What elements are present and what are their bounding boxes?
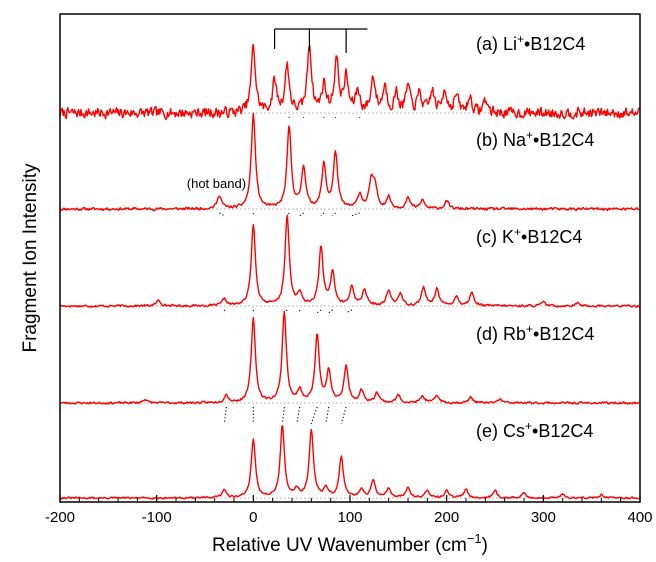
correlation-line [223,406,227,424]
correlation-line [219,212,225,217]
series-label-suffix: •B12C4 [521,227,582,247]
series-label-suffix: •B12C4 [533,130,594,150]
x-axis-title-sup: −1 [467,531,482,546]
correlation-line [286,212,290,217]
correlation-line [325,406,330,424]
correlation-line [320,212,325,217]
series-label-sup: + [526,128,533,142]
series-label-suffix: •B12C4 [532,421,593,441]
correlation-line [281,406,285,424]
x-tick-label: 0 [249,509,257,526]
series-trace-1 [59,112,640,212]
series-label-prefix: (a) Li [476,34,517,54]
x-tick-label: -200 [45,509,75,526]
correlation-line [340,406,347,425]
correlation-line [345,309,353,314]
correlation-line [223,309,227,314]
correlation-line [351,212,360,217]
correlation-line [310,406,318,425]
x-axis: -200 -100 0 100 200 300 400 [45,495,653,526]
series-label-sup: + [526,322,533,336]
series-label-prefix: (c) K [476,227,514,247]
correlation-line [299,212,304,217]
x-tick-label: 400 [627,509,652,526]
series-label-3: (d) Rb+•B12C4 [476,322,594,344]
series-label-prefix: (d) Rb [476,324,526,344]
x-axis-title: Relative UV Wavenumber (cm−1) [212,531,488,556]
correlation-line [283,309,288,314]
progression-bracket [274,28,368,53]
y-axis-title: Fragment Ion Intensity [20,163,41,353]
series-label-sup: + [517,32,524,46]
panel-labels: (a) Li+•B12C4(b) Na+•B12C4(c) K+•B12C4(d… [476,32,594,441]
series-trace-0 [59,43,640,121]
hot-band-annotation: (hot band) [187,176,246,191]
correlation-line [316,309,322,314]
series-label-0: (a) Li+•B12C4 [476,32,585,54]
x-axis-title-main: Relative UV Wavenumber (cm [212,535,467,556]
series-label-1: (b) Na+•B12C4 [476,128,594,150]
correlation-line [328,309,333,314]
x-tick-label: 200 [434,509,459,526]
series-label-suffix: •B12C4 [533,324,594,344]
series-label-sup: + [525,419,532,433]
x-tick-label: -100 [142,509,172,526]
x-tick-label: 300 [531,509,556,526]
series-label-prefix: (e) Cs [476,421,525,441]
series-trace-2 [59,214,640,308]
series-label-suffix: •B12C4 [524,34,585,54]
series-trace-3 [60,310,640,405]
correlation-line [296,406,301,424]
series-label-prefix: (b) Na [476,130,527,150]
x-tick-label: 100 [337,509,362,526]
series-label-4: (e) Cs+•B12C4 [476,419,593,441]
series-label-2: (c) K+•B12C4 [476,225,582,247]
series-label-sup: + [514,225,521,239]
correlation-lines [218,117,361,425]
x-axis-title-end: ) [482,535,488,556]
correlation-line [332,212,336,217]
